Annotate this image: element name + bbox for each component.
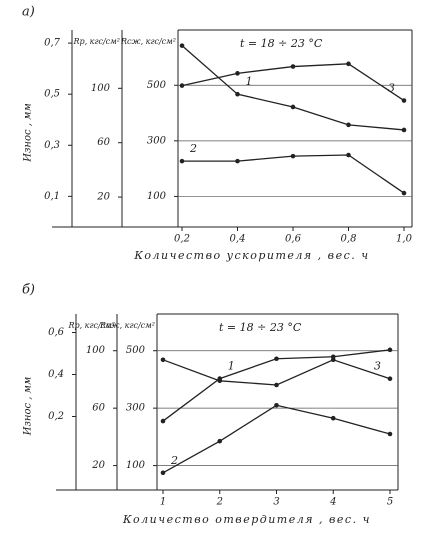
x-tick-label: 2 bbox=[216, 497, 223, 508]
y-tick-label: 0,4 bbox=[48, 369, 64, 380]
x-tick-label: 1,0 bbox=[396, 234, 413, 245]
data-point bbox=[387, 347, 393, 353]
y-tick-label: 100 bbox=[91, 83, 111, 94]
y-axis-label: Износ , мм bbox=[23, 377, 34, 437]
y-tick-label: 0,7 bbox=[44, 38, 61, 49]
y-axis-label: Rр, кгс/см² bbox=[67, 321, 115, 330]
y-tick-label: 20 bbox=[91, 460, 105, 471]
data-point bbox=[401, 190, 407, 196]
series-label: 1 bbox=[246, 75, 253, 88]
annotation: t = 18 ÷ 23 °C bbox=[219, 321, 302, 334]
data-point bbox=[387, 431, 393, 437]
panel-title: б) bbox=[22, 283, 35, 298]
x-tick-label: 0,4 bbox=[230, 234, 246, 245]
annotation: t = 18 ÷ 23 °C bbox=[240, 37, 323, 50]
y-tick-label: 0,5 bbox=[44, 89, 60, 100]
y-tick-label: 500 bbox=[147, 80, 167, 91]
y-tick-label: 100 bbox=[147, 191, 167, 202]
x-tick-label: 1 bbox=[160, 497, 166, 508]
y-tick-label: 0,3 bbox=[44, 140, 60, 151]
data-point bbox=[330, 415, 336, 421]
y-tick-label: 0,6 bbox=[48, 327, 65, 338]
y-tick-label: 100 bbox=[126, 460, 146, 471]
data-point bbox=[330, 357, 336, 363]
series-line bbox=[162, 359, 391, 386]
x-tick-label: 4 bbox=[329, 497, 336, 508]
data-point bbox=[235, 71, 240, 76]
series-label: 3 bbox=[374, 360, 381, 373]
y-tick-label: 500 bbox=[126, 345, 146, 356]
data-point bbox=[346, 61, 351, 67]
x-axis-label: Количество ускорителя , вес. ч bbox=[133, 249, 369, 262]
y-tick-label: 100 bbox=[86, 345, 106, 356]
series-line bbox=[162, 404, 391, 474]
panel-title: а) bbox=[22, 5, 35, 20]
data-point bbox=[290, 64, 296, 69]
data-point bbox=[387, 376, 393, 382]
data-point bbox=[217, 378, 223, 384]
data-point bbox=[217, 438, 223, 444]
series-label: 3 bbox=[388, 82, 395, 95]
data-point bbox=[401, 98, 407, 103]
y-tick-label: 20 bbox=[96, 192, 110, 203]
x-tick-label: 0,2 bbox=[174, 234, 190, 245]
data-point bbox=[346, 122, 351, 128]
data-point bbox=[160, 357, 166, 363]
x-tick-label: 0,6 bbox=[285, 234, 302, 245]
series-line bbox=[181, 45, 405, 131]
y-axis-label: Rсж, кгс/см² bbox=[120, 37, 176, 46]
y-axis-label: Rсж, кгс/см² bbox=[99, 321, 155, 330]
series-label: 2 bbox=[170, 454, 178, 467]
data-point bbox=[290, 104, 296, 110]
y-tick-label: 300 bbox=[147, 135, 167, 146]
series-line bbox=[181, 63, 405, 102]
data-point bbox=[346, 152, 351, 158]
y-tick-label: 60 bbox=[97, 137, 110, 148]
data-point bbox=[235, 91, 240, 97]
data-point bbox=[401, 127, 407, 133]
data-point bbox=[235, 158, 240, 164]
data-point bbox=[179, 43, 185, 48]
data-point bbox=[274, 356, 279, 362]
x-tick-label: 3 bbox=[273, 497, 279, 508]
x-axis-label: Количество отвердителя , вес. ч bbox=[122, 513, 371, 526]
y-axis-label: Rр, кгс/см² bbox=[72, 37, 120, 46]
series-label: 1 bbox=[228, 360, 235, 373]
data-point bbox=[160, 470, 166, 476]
y-tick-label: 0,1 bbox=[44, 191, 60, 202]
x-tick-label: 0,8 bbox=[341, 234, 357, 245]
data-point bbox=[179, 158, 185, 164]
data-point bbox=[274, 382, 279, 388]
x-tick-label: 5 bbox=[387, 497, 393, 508]
series-label: 2 bbox=[189, 142, 197, 155]
y-tick-label: 300 bbox=[126, 403, 146, 414]
data-point bbox=[160, 418, 166, 424]
y-tick-label: 0,2 bbox=[48, 411, 64, 422]
y-axis-label: Износ , мм bbox=[23, 103, 34, 163]
data-point bbox=[274, 402, 279, 408]
data-point bbox=[290, 153, 296, 159]
series-line bbox=[182, 154, 405, 194]
y-tick-label: 60 bbox=[92, 403, 105, 414]
data-point bbox=[179, 83, 185, 88]
